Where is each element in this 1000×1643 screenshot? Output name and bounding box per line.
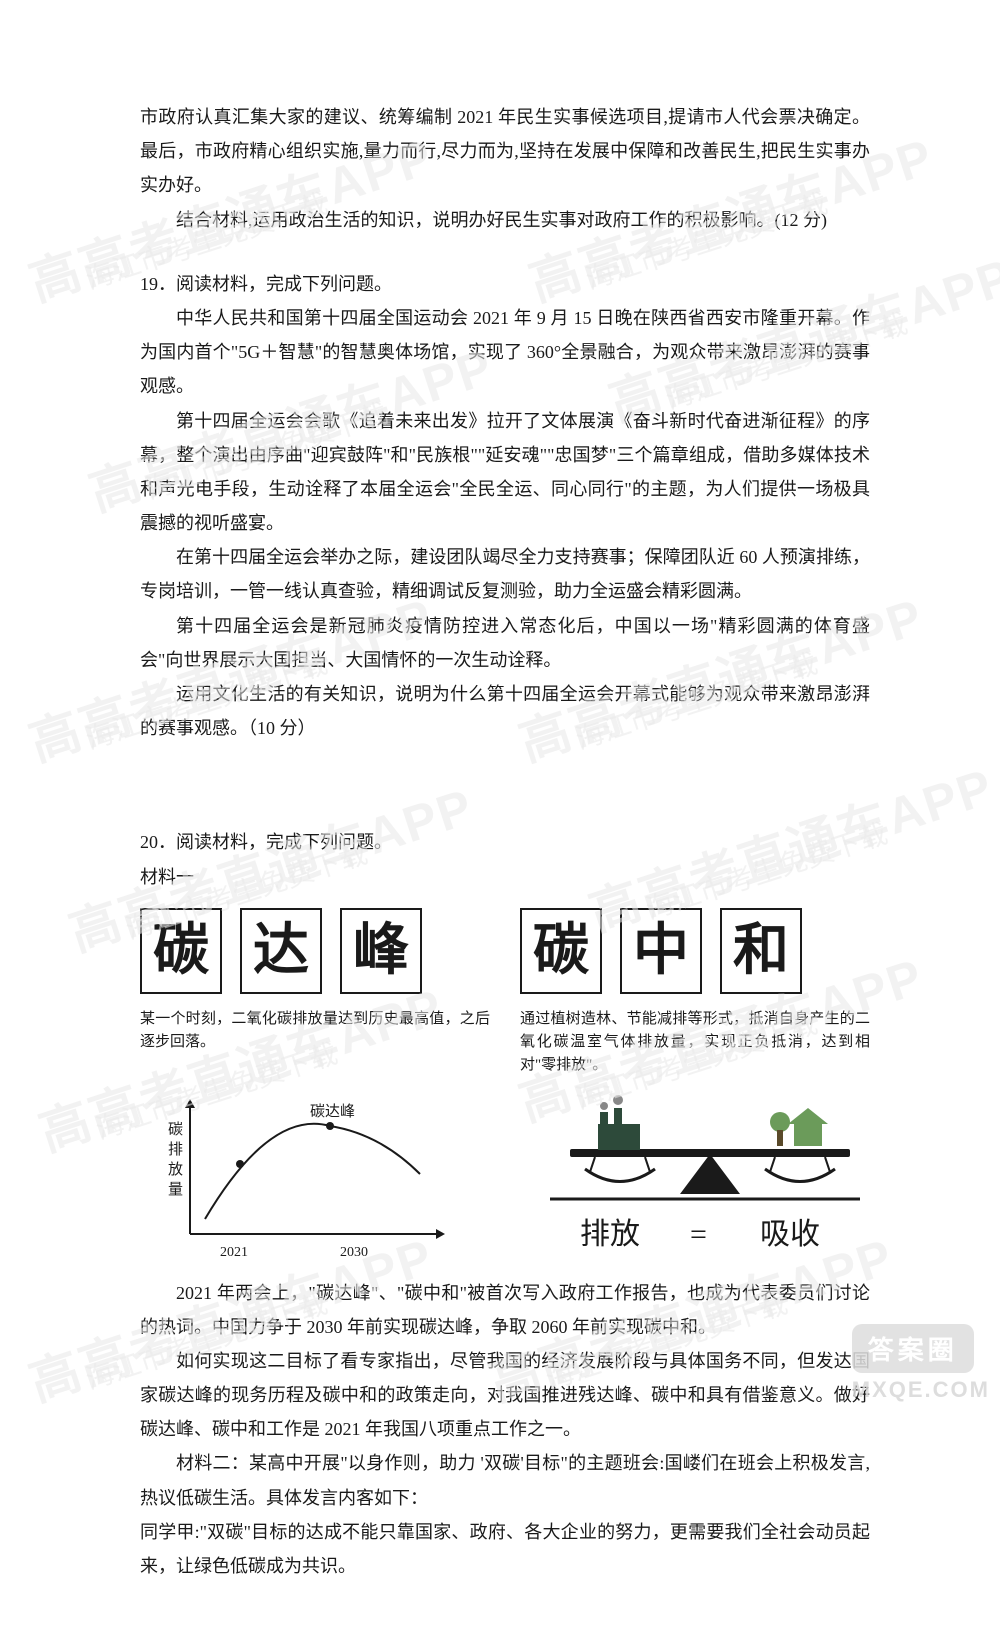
char-box: 碳 bbox=[520, 908, 602, 994]
top-paragraph-1: 市政府认真汇集大家的建议、统筹编制 2021 年民生实事候选项目,提请市人代会票… bbox=[140, 100, 870, 203]
balance-diagram-svg: 排放 = 吸收 bbox=[510, 1094, 870, 1264]
q19-p4: 第十四届全运会是新冠肺炎疫情防控进入常态化后，中国以一场"精彩圆满的体育盛会"向… bbox=[140, 609, 870, 677]
concept-left: 碳 达 峰 某一个时刻，二氧化碳排放量达到历史最高值，之后逐步回落。 bbox=[140, 908, 490, 1078]
svg-text:量: 量 bbox=[168, 1182, 183, 1198]
svg-text:碳达峰: 碳达峰 bbox=[310, 1103, 355, 1120]
svg-text:2030: 2030 bbox=[340, 1245, 368, 1260]
svg-text:=: = bbox=[690, 1218, 707, 1251]
q20-p3: 材料二：某高中开展"以身作则，助力 '双碳'目标"的主题班会:国嵝们在班会上积极… bbox=[140, 1446, 870, 1514]
svg-text:排: 排 bbox=[168, 1141, 183, 1158]
concept-columns: 碳 达 峰 某一个时刻，二氧化碳排放量达到历史最高值，之后逐步回落。 碳 中 和… bbox=[140, 908, 870, 1078]
svg-text:吸收: 吸收 bbox=[760, 1218, 820, 1251]
diagram-row: 碳排放量碳达峰20212030 排放=吸收 bbox=[140, 1094, 870, 1264]
char-row-right: 碳 中 和 bbox=[520, 908, 870, 994]
svg-text:放: 放 bbox=[168, 1161, 183, 1178]
q19-p3: 在第十四届全运会举办之际，建设团队竭尽全力支持赛事；保障团队近 60 人预演排练… bbox=[140, 540, 870, 608]
char-box: 达 bbox=[240, 908, 322, 994]
emission-chart-svg: 碳排放量 碳达峰 2021 2030 bbox=[140, 1094, 460, 1264]
q20-p4: 同学甲:"双碳"目标的达成不能只靠国家、政府、各大企业的努力，更需要我们全社会动… bbox=[140, 1515, 870, 1583]
q20-material-label: 材料一 bbox=[140, 860, 870, 894]
char-box: 和 bbox=[720, 908, 802, 994]
concept-left-desc: 某一个时刻，二氧化碳排放量达到历史最高值，之后逐步回落。 bbox=[140, 1008, 490, 1055]
top-paragraph-2: 结合材料,运用政治生活的知识，说明办好民生实事对政府工作的积极影响。(12 分) bbox=[140, 203, 870, 237]
concept-right: 碳 中 和 通过植树造林、节能减排等形式，抵消自身产生的二氧化碳温室气体排放量，… bbox=[520, 908, 870, 1078]
q20-heading: 20．阅读材料，完成下列问题。 bbox=[140, 825, 870, 859]
emission-chart: 碳排放量 碳达峰 2021 2030 bbox=[140, 1094, 480, 1264]
q19-heading: 19．阅读材料，完成下列问题。 bbox=[140, 267, 870, 301]
char-row-left: 碳 达 峰 bbox=[140, 908, 490, 994]
balance-diagram: 排放 = 吸收 bbox=[510, 1094, 870, 1264]
svg-text:碳: 碳 bbox=[168, 1121, 183, 1138]
q19-p5: 运用文化生活的有关知识，说明为什么第十四届全运会开幕式能够为观众带来激昂澎湃的赛… bbox=[140, 677, 870, 745]
q19-p1: 中华人民共和国第十四届全国运动会 2021 年 9 月 15 日晚在陕西省西安市… bbox=[140, 301, 870, 404]
char-box: 碳 bbox=[140, 908, 222, 994]
concept-right-desc: 通过植树造林、节能减排等形式，抵消自身产生的二氧化碳温室气体排放量，实现正负抵消… bbox=[520, 1008, 870, 1078]
q20-p1: 2021 年两会上，"碳达峰"、"碳中和"被首次写入政府工作报告，也成为代表委员… bbox=[140, 1276, 870, 1344]
q19-p2: 第十四届全运会会歌《追着未来出发》拉开了文体展演《奋斗新时代奋进渐征程》的序幕，… bbox=[140, 404, 870, 541]
svg-text:2021: 2021 bbox=[220, 1245, 248, 1260]
document-page: 市政府认真汇集大家的建议、统筹编制 2021 年民生实事候选项目,提请市人代会票… bbox=[0, 0, 1000, 1643]
char-box: 峰 bbox=[340, 908, 422, 994]
char-box: 中 bbox=[620, 908, 702, 994]
svg-text:排放: 排放 bbox=[580, 1218, 640, 1251]
q20-p2: 如何实现这二目标了看专家指出，尽管我国的经济发展阶段与具体国务不同，但发达国家碳… bbox=[140, 1344, 870, 1447]
